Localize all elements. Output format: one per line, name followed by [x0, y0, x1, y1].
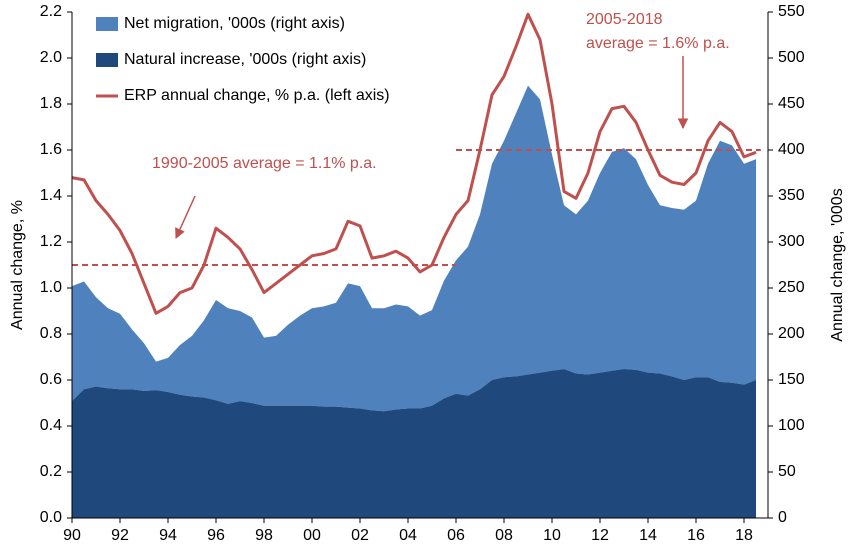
x-tick-label: 14 [639, 527, 657, 544]
area [72, 368, 756, 518]
y2-axis-label: Annual change, '000s [829, 188, 846, 341]
y2-tick-label: 0 [778, 509, 787, 526]
y-tick-label: 2.2 [40, 3, 62, 20]
x-tick-label: 98 [255, 527, 273, 544]
y2-tick-label: 100 [778, 417, 805, 434]
x-tick-label: 04 [399, 527, 417, 544]
x-tick-label: 16 [687, 527, 705, 544]
legend-swatch [96, 53, 118, 67]
y-tick-label: 1.0 [40, 279, 62, 296]
annotation: 1990-2005 average = 1.1% p.a. [152, 155, 377, 172]
y-tick-label: 0.8 [40, 325, 62, 342]
legend-swatch [96, 17, 118, 31]
y2-tick-label: 250 [778, 279, 805, 296]
x-tick-label: 08 [495, 527, 513, 544]
annotation: 2005-2018 [586, 11, 663, 28]
y2-tick-label: 150 [778, 371, 805, 388]
x-tick-label: 18 [735, 527, 753, 544]
y2-tick-label: 550 [778, 3, 805, 20]
x-tick-label: 90 [63, 527, 81, 544]
x-tick-label: 00 [303, 527, 321, 544]
x-tick-label: 02 [351, 527, 369, 544]
y2-tick-label: 500 [778, 49, 805, 66]
area [72, 85, 756, 412]
x-tick-label: 06 [447, 527, 465, 544]
x-tick-label: 12 [591, 527, 609, 544]
x-tick-label: 10 [543, 527, 561, 544]
y-tick-label: 0.2 [40, 463, 62, 480]
x-tick-label: 92 [111, 527, 129, 544]
x-tick-label: 96 [207, 527, 225, 544]
y2-tick-label: 400 [778, 141, 805, 158]
plot-area [71, 12, 761, 518]
y2-tick-label: 200 [778, 325, 805, 342]
y-axis-label: Annual change, % [9, 200, 26, 330]
legend-label: ERP annual change, % p.a. (left axis) [124, 87, 390, 104]
x-tick-label: 94 [159, 527, 177, 544]
y2-tick-label: 350 [778, 187, 805, 204]
y-tick-label: 1.8 [40, 95, 62, 112]
y-tick-label: 1.4 [40, 187, 62, 204]
annotation: average = 1.6% p.a. [586, 35, 730, 52]
legend-label: Natural increase, '000s (right axis) [124, 51, 366, 68]
y2-tick-label: 50 [778, 463, 796, 480]
y-tick-label: 2.0 [40, 49, 62, 66]
y-tick-label: 1.6 [40, 141, 62, 158]
y-tick-label: 1.2 [40, 233, 62, 250]
y-tick-label: 0.6 [40, 371, 62, 388]
legend-label: Net migration, '000s (right axis) [124, 15, 345, 32]
y-tick-label: 0.4 [40, 417, 62, 434]
y2-tick-label: 300 [778, 233, 805, 250]
annotation-arrow [175, 195, 196, 239]
line [71, 12, 757, 315]
y-tick-label: 0.0 [40, 509, 62, 526]
y2-tick-label: 450 [778, 95, 805, 112]
